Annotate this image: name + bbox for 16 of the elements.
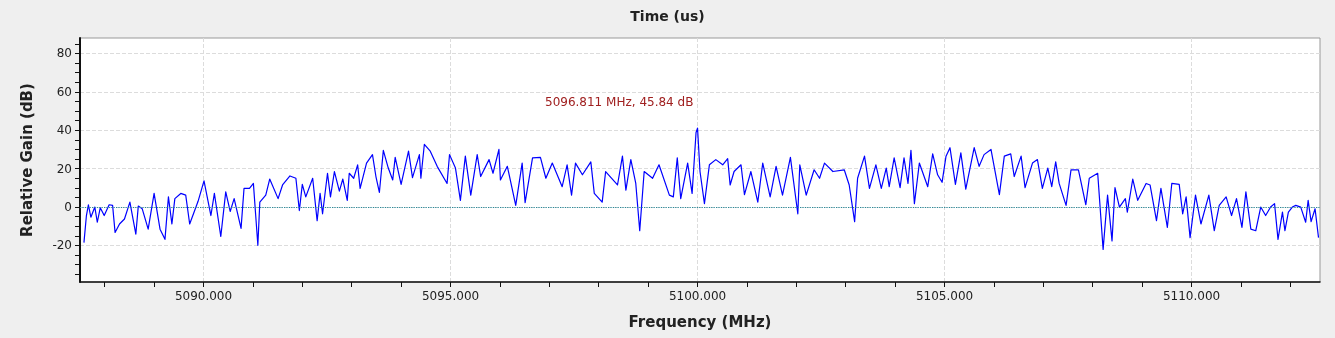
y-tick-label: 80 — [56, 46, 72, 61]
y-axis-title: Relative Gain (dB) — [17, 83, 36, 237]
y-tick-label: 40 — [56, 123, 72, 138]
y-tick-label: 20 — [56, 161, 72, 176]
x-tick-label: 5095.000 — [421, 289, 480, 303]
chart-title: Time (us) — [630, 8, 705, 24]
x-tick-label: 5100.000 — [668, 289, 727, 303]
x-tick-label: 5110.000 — [1162, 289, 1221, 303]
line-series — [83, 127, 1320, 250]
y-tick-label: -20 — [52, 238, 72, 253]
y-tick-label: 60 — [56, 84, 72, 99]
y-tick-label: 0 — [64, 200, 72, 215]
x-axis-title: Frequency (MHz) — [628, 312, 772, 331]
annotation: 5096.811 MHz, 45.84 dB — [545, 95, 694, 109]
x-tick-label: 5105.000 — [915, 289, 974, 303]
x-tick-label: 5090.000 — [174, 289, 233, 303]
